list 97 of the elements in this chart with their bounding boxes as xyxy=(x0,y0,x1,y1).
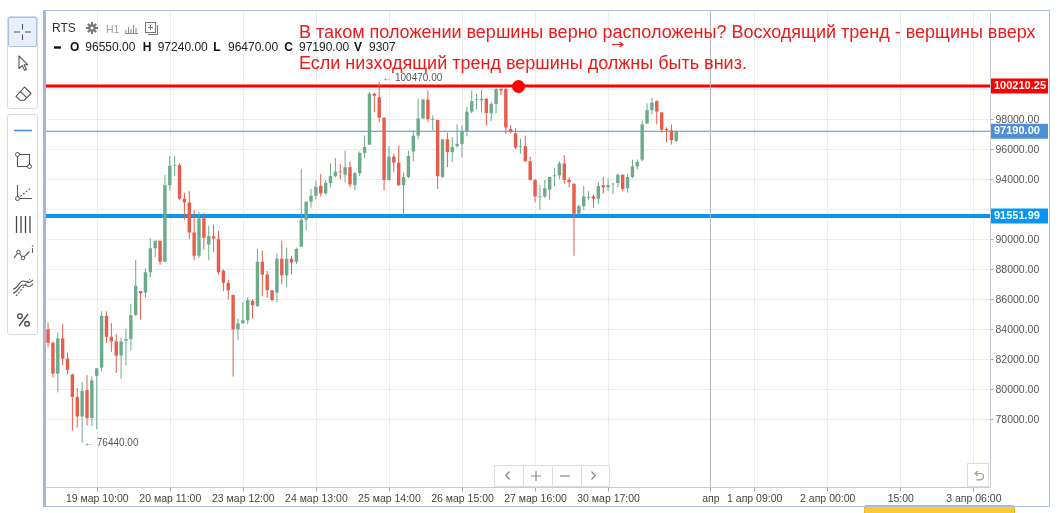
candlestick xyxy=(46,322,50,348)
y-tick-label: 90000.00 xyxy=(995,232,1040,245)
x-tick-label: 27 мар 16:00 xyxy=(504,491,568,504)
candlestick xyxy=(260,250,265,297)
candlestick xyxy=(445,132,450,168)
ref-line-label: 91551.99 xyxy=(994,208,1040,221)
text: RTS xyxy=(52,21,76,35)
candlestick xyxy=(192,209,196,261)
candlestick xyxy=(455,123,459,149)
candlestick xyxy=(460,124,464,158)
candlestick xyxy=(659,111,664,134)
candlestick xyxy=(562,154,566,185)
candlestick xyxy=(114,333,118,374)
annotation: Если низходящий тренд вершины должны быть вниз. xyxy=(299,52,747,73)
x-tick-label: 24 мар 13:00 xyxy=(285,491,348,504)
annotation: H xyxy=(142,40,152,54)
candlestick xyxy=(494,86,498,114)
x-tick-label: 26 мар 15:00 xyxy=(431,491,494,504)
annotation: ← 76440.00 xyxy=(84,437,139,449)
y-tick-label: 98000.00 xyxy=(995,112,1040,125)
candlestick xyxy=(119,337,123,380)
annotation: O xyxy=(70,40,80,54)
candlestick xyxy=(513,127,518,150)
candlestick xyxy=(95,367,99,430)
x-tick-label: 3 апр 06:00 xyxy=(946,491,1002,504)
candlestick xyxy=(362,135,367,159)
candlestick xyxy=(431,114,435,131)
candlestick xyxy=(650,96,654,116)
annotation: ← 100470.00 xyxy=(382,72,443,84)
candlestick xyxy=(348,160,352,188)
candlestick xyxy=(426,90,430,123)
candlestick xyxy=(343,150,347,183)
annotation: 97240.00 xyxy=(157,40,208,54)
annotation: V xyxy=(354,40,363,54)
candlestick xyxy=(416,98,420,140)
candlestick xyxy=(655,99,659,125)
y-tick-label: 94000.00 xyxy=(995,172,1040,185)
candlestick xyxy=(328,162,333,188)
candlestick xyxy=(567,176,571,188)
x-tick-label: 23 мар 12:00 xyxy=(212,491,275,504)
y-tick-label: 86000.00 xyxy=(995,292,1040,305)
y-tick-label: 78000.00 xyxy=(995,412,1040,425)
annotation: L xyxy=(213,40,221,54)
candlestick xyxy=(158,240,162,266)
x-tick-label: 2 апр 00:00 xyxy=(800,491,856,504)
candlestick xyxy=(377,81,381,123)
candlestick xyxy=(289,255,294,276)
annotation: 9307 xyxy=(369,40,396,54)
annotation: В таком положении вершины верно расположены? Восходящий тренд - верщины вверх xyxy=(299,21,1036,42)
candlestick xyxy=(533,178,537,203)
y-tick-label: 82000.00 xyxy=(995,352,1040,365)
annotation: H1 xyxy=(106,22,120,36)
candlestick xyxy=(596,181,601,205)
x-tick-label: апр xyxy=(702,491,720,504)
candlestick xyxy=(280,240,284,285)
candlestick xyxy=(314,180,318,200)
x-tick-label: 30 мар 17:00 xyxy=(577,491,641,504)
candlestick xyxy=(528,156,532,182)
ref-line-label: 97190.00 xyxy=(994,124,1040,137)
candlestick xyxy=(70,373,75,432)
candlestick xyxy=(202,212,206,251)
ref-line-label: 100210.25 xyxy=(994,78,1046,91)
y-tick-label: 80000.00 xyxy=(995,382,1040,395)
candlestick xyxy=(669,123,674,146)
candlestick xyxy=(265,270,269,299)
annotation: 97190.00 xyxy=(299,40,350,54)
candlestick xyxy=(236,318,240,341)
candlestick xyxy=(143,268,148,299)
candlestick xyxy=(606,177,610,192)
candlestick xyxy=(353,171,357,191)
candlestick xyxy=(172,155,177,177)
y-tick-label: 96000.00 xyxy=(995,142,1040,155)
candlestick xyxy=(387,145,391,182)
x-tick-label: 25 мар 14:00 xyxy=(358,491,421,504)
x-tick-label: 20 мар 11:00 xyxy=(139,491,202,504)
candlestick xyxy=(124,328,128,366)
x-tick-label: 19 мар 10:00 xyxy=(65,491,129,504)
candlestick xyxy=(465,106,469,137)
candlestick xyxy=(470,90,474,114)
x-tick-label: 1 апр 09:00 xyxy=(727,491,783,504)
annotation: 96550.00 xyxy=(85,40,136,54)
candlestick xyxy=(630,159,635,179)
candlestick xyxy=(304,201,308,231)
candlestick xyxy=(309,188,313,209)
y-tick-label: 84000.00 xyxy=(995,322,1040,335)
annotation: C xyxy=(284,40,293,54)
annotation: 96470.00 xyxy=(228,40,279,54)
candlestick xyxy=(392,153,396,173)
candlestick xyxy=(552,167,557,187)
candlestick xyxy=(60,323,65,366)
candlestick xyxy=(421,98,425,120)
candlestick xyxy=(538,184,542,211)
candlestick xyxy=(518,138,523,155)
candlestick xyxy=(582,185,586,211)
x-tick-label: 15:00 xyxy=(887,491,915,504)
candlestick xyxy=(645,102,649,125)
y-tick-label: 88000.00 xyxy=(995,262,1040,275)
